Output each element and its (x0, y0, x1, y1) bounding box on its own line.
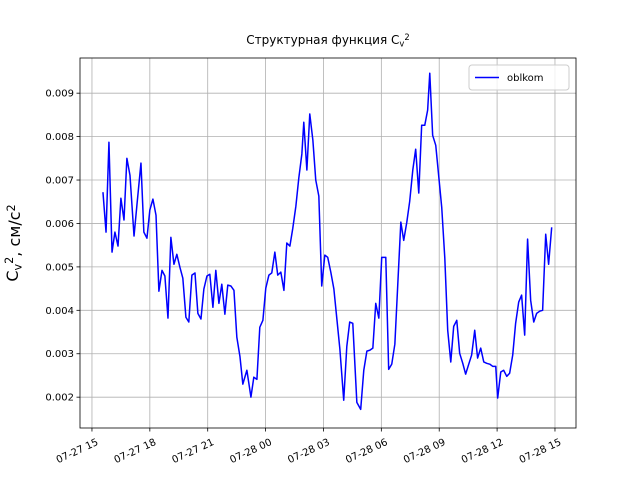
text-part: 2 (3, 257, 16, 264)
y-tick-label: 0.003 (45, 349, 74, 360)
text-part: C (3, 270, 22, 281)
y-axis-label: Cv2, см/с2 (3, 204, 24, 281)
y-tick-label: 0.009 (45, 89, 74, 100)
chart-title: Структурная функция Cv2 (246, 32, 409, 48)
text-part: v (399, 39, 404, 49)
legend-box (468, 64, 570, 91)
text-part: 2 (404, 32, 409, 42)
text-part: , см/с (5, 211, 24, 256)
data-line (102, 72, 553, 411)
y-tick-label: 0.005 (45, 262, 74, 273)
text-part: 2 (5, 204, 18, 211)
y-tick-label: 0.007 (45, 176, 74, 187)
y-tick-label: 0.006 (45, 219, 74, 230)
plot-frame (79, 57, 577, 429)
legend-label: oblkom (507, 73, 544, 84)
y-tick-label: 0.008 (45, 132, 74, 143)
y-tick-label: 0.002 (45, 393, 74, 404)
text-part: v (11, 263, 24, 270)
text-part: Структурная функция C (246, 33, 399, 47)
y-tick-label: 0.004 (45, 306, 74, 317)
